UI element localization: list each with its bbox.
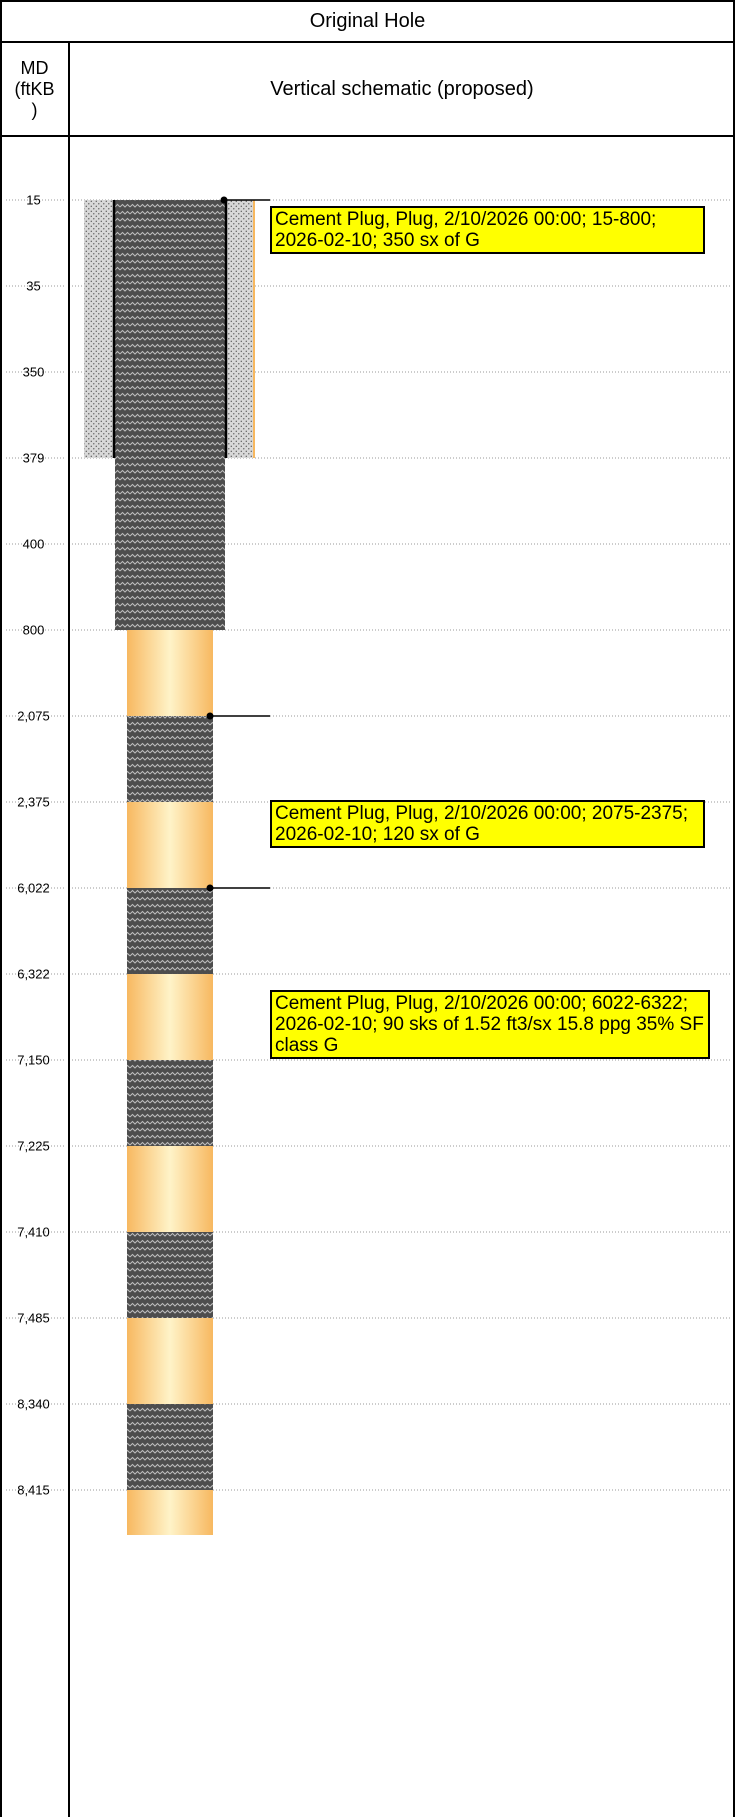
depth-label: 6,322 [0,967,67,982]
cement-plug [115,200,225,630]
cement-plug [127,1232,213,1318]
cement-plug-callout: Cement Plug, Plug, 2/10/2026 00:00; 15-8… [270,206,705,254]
depth-label: 350 [0,365,67,380]
callout-anchor [207,885,214,892]
callout-anchor [221,197,228,204]
cement-plug [127,1060,213,1146]
depth-label: 7,485 [0,1311,67,1326]
depth-label: 400 [0,537,67,552]
depth-label: 8,340 [0,1397,67,1412]
callout-anchor [207,713,214,720]
depth-label: 2,375 [0,795,67,810]
cement-plug-callout: Cement Plug, Plug, 2/10/2026 00:00; 2075… [270,800,705,848]
depth-label: 800 [0,623,67,638]
cement-plug [127,1404,213,1490]
depth-label: 35 [0,279,67,294]
depth-label: 2,075 [0,709,67,724]
cement-plug [127,888,213,974]
depth-label: 7,225 [0,1139,67,1154]
depth-label: 379 [0,451,67,466]
depth-label: 7,150 [0,1053,67,1068]
depth-label: 15 [0,193,67,208]
depth-label: 7,410 [0,1225,67,1240]
depth-label: 8,415 [0,1483,67,1498]
cement-plug [127,716,213,802]
depth-label: 6,022 [0,881,67,896]
cement-plug-callout: Cement Plug, Plug, 2/10/2026 00:00; 6022… [270,990,710,1059]
